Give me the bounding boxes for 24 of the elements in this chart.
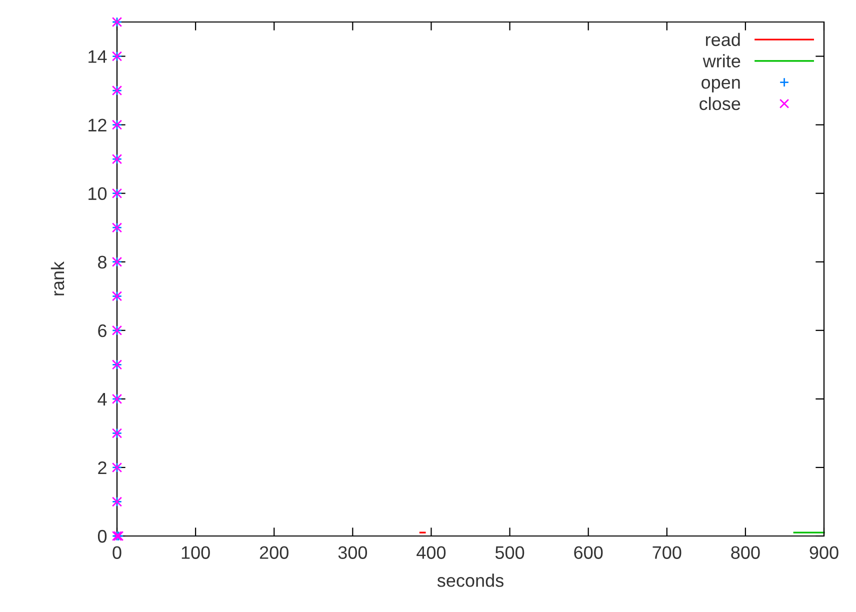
- x-tick-label: 500: [495, 546, 524, 559]
- x-tick-label: 700: [652, 546, 682, 559]
- x-tick-label: 900: [810, 546, 838, 559]
- y-tick-label: 8: [98, 256, 106, 269]
- x-tick-label: 0: [112, 546, 122, 559]
- x-tick-label: 200: [260, 546, 288, 559]
- x-tick-label: 100: [182, 546, 210, 559]
- legend-label: open: [702, 78, 740, 92]
- y-tick-label: 10: [88, 187, 107, 200]
- legend-label: read: [706, 32, 740, 46]
- x-tick-label: 400: [416, 546, 446, 559]
- y-tick-label: 0: [98, 530, 107, 543]
- y-tick-label: 12: [88, 118, 106, 132]
- x-tick-label: 800: [731, 546, 760, 559]
- y-tick-label: 6: [98, 324, 106, 338]
- y-tick-label: 4: [98, 393, 107, 406]
- legend-label: write: [702, 54, 740, 68]
- x-tick-label: 300: [338, 546, 368, 559]
- x-tick-label: 600: [574, 546, 603, 559]
- x-axis-title: seconds: [437, 574, 504, 587]
- y-axis-title: rank: [50, 261, 64, 296]
- y-tick-label: 14: [88, 50, 107, 63]
- legend-label: close: [700, 96, 740, 110]
- y-tick-label: 2: [98, 461, 106, 474]
